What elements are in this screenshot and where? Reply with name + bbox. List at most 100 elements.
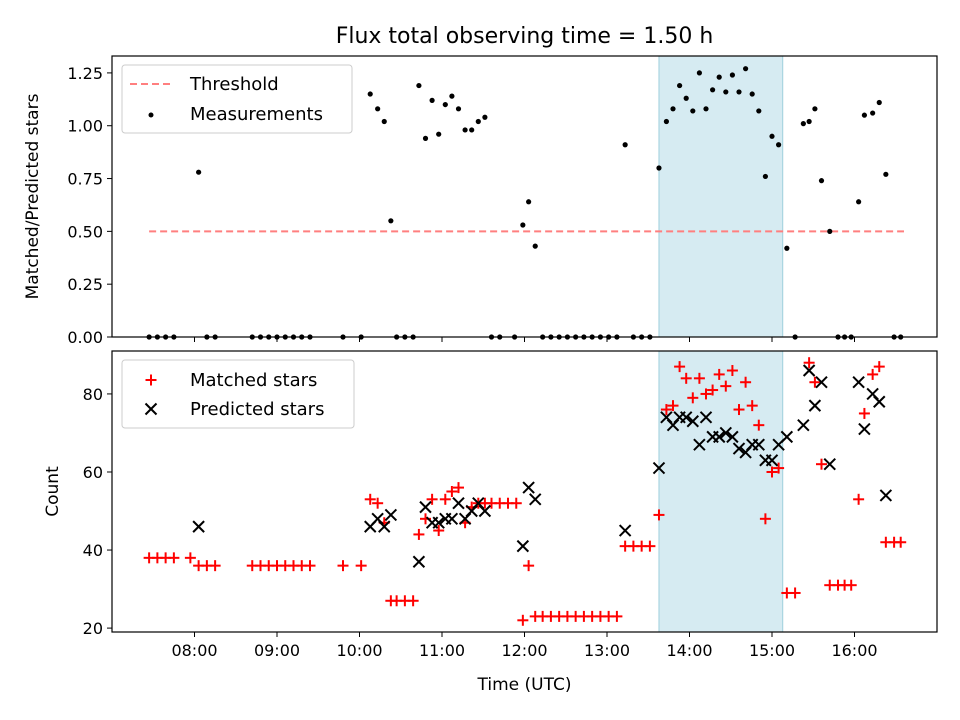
measurement-point: [436, 131, 442, 137]
measurement-point: [429, 97, 435, 103]
y-tick-label: 40: [83, 541, 103, 560]
predicted-star-point: [522, 481, 535, 494]
measurement-point: [762, 173, 769, 180]
predicted-star-point: [732, 442, 746, 455]
measurement-point: [716, 74, 722, 80]
matched-star-point: [364, 493, 376, 505]
x-axis-label: Time (UTC): [477, 675, 572, 695]
measurement-point: [526, 199, 532, 205]
predicted-star-point: [712, 430, 726, 444]
predicted-star-point: [378, 520, 391, 533]
matched-star-point: [611, 610, 623, 622]
measurement-point: [442, 101, 448, 108]
legend-box: [121, 359, 355, 429]
measurement-point: [677, 82, 683, 89]
matched-star-point: [209, 560, 221, 572]
measurement-point: [462, 127, 468, 133]
highlight-span: [658, 55, 784, 338]
predicted-star-point: [699, 411, 713, 424]
predicted-star-point: [752, 438, 766, 451]
y-tick-label: 0.25: [67, 275, 103, 294]
legend: Matched stars Predicted stars: [121, 359, 355, 429]
x-tick-label: 16:00: [831, 641, 877, 660]
matched-star-point: [693, 372, 705, 384]
measurement-point: [196, 169, 202, 175]
matched-star-point: [413, 528, 425, 540]
measurement-point: [532, 243, 538, 249]
legend-measurement-label: Measurements: [190, 104, 323, 125]
predicted-star-point: [452, 497, 465, 510]
chart-title: Flux total observing time = 1.50 h: [336, 24, 714, 49]
measurement-point: [749, 91, 755, 97]
measurement-point: [375, 106, 381, 112]
predicted-star-point: [873, 395, 886, 408]
predicted-star-point: [445, 512, 459, 526]
measurement-point: [381, 118, 387, 125]
measurement-point: [756, 108, 762, 114]
y-tick-label: 1.00: [67, 117, 103, 136]
measurement-point: [696, 70, 703, 76]
matched-star-point: [660, 404, 672, 416]
legend: Threshold Measurements: [121, 64, 353, 134]
matched-star-point: [733, 404, 745, 416]
y-tick-label: 1.25: [67, 64, 103, 83]
y-axis-label: Count: [43, 466, 63, 517]
legend-predicted-label: Predicted stars: [190, 399, 324, 420]
legend-matched-swatch: [145, 374, 157, 386]
matched-star-point: [726, 365, 738, 377]
y-tick-label: 60: [83, 463, 103, 482]
legend-measurement-swatch: [148, 112, 154, 118]
matched-star-point: [753, 419, 765, 431]
measurement-point: [367, 91, 373, 97]
measurement-point: [784, 245, 790, 251]
matched-star-point: [809, 376, 821, 388]
plot-frame: [111, 350, 938, 633]
matched-star-point: [687, 392, 699, 404]
matched-star-point: [337, 560, 349, 572]
legend-matched-label: Matched stars: [190, 370, 317, 391]
legend-predicted-swatch: [144, 402, 158, 416]
measurement-point: [776, 142, 782, 148]
x-tick-label: 15:00: [749, 641, 795, 660]
measurement-point: [388, 218, 394, 224]
matched-star-point: [184, 552, 196, 564]
matched-star-point: [766, 466, 778, 478]
measurement-point: [827, 228, 833, 234]
y-tick-label: 0.00: [67, 328, 103, 347]
matched-star-point: [873, 361, 885, 373]
y-tick-label: 20: [83, 619, 103, 638]
count-panel: 20 40 60 80 08:00 09:00 10:00 11:00 12:00 13:00 1…: [43, 350, 938, 695]
x-tick-label: 09:00: [254, 641, 300, 660]
y-axis-label: Matched/Predicted stars: [23, 93, 43, 299]
matched-star-point: [517, 614, 529, 626]
predicted-star-point: [192, 520, 205, 533]
predicted-star-point: [478, 504, 492, 518]
measurement-point: [736, 89, 742, 95]
measurement-point: [806, 118, 812, 125]
x-tick-label: 14:00: [666, 641, 712, 660]
predicted-star-point: [679, 411, 693, 424]
measurement-point: [449, 93, 455, 99]
x-tick-label: 12:00: [501, 641, 547, 660]
predicted-star-point: [419, 500, 432, 514]
measurement-point: [475, 118, 481, 125]
matched-star-point: [433, 525, 445, 537]
matched-star-point: [372, 497, 384, 509]
measurement-point: [812, 106, 818, 112]
measurement-point: [883, 171, 889, 177]
matched-star-point: [816, 458, 827, 470]
matched-star-point: [700, 388, 712, 400]
predicted-star-point: [797, 418, 810, 432]
predicted-star-point: [808, 399, 822, 412]
matched-star-point: [446, 486, 458, 497]
x-tick-label: 08:00: [171, 641, 217, 660]
predicted-star-point: [823, 457, 836, 471]
measurement-point: [870, 110, 876, 116]
predicted-star-point: [852, 376, 865, 389]
measurement-point: [656, 165, 662, 171]
matched-star-point: [653, 509, 665, 521]
x-axis-ticks: [194, 337, 855, 342]
matched-star-point: [773, 462, 785, 474]
matched-star-point: [740, 376, 752, 388]
predicted-star-point: [879, 489, 893, 502]
